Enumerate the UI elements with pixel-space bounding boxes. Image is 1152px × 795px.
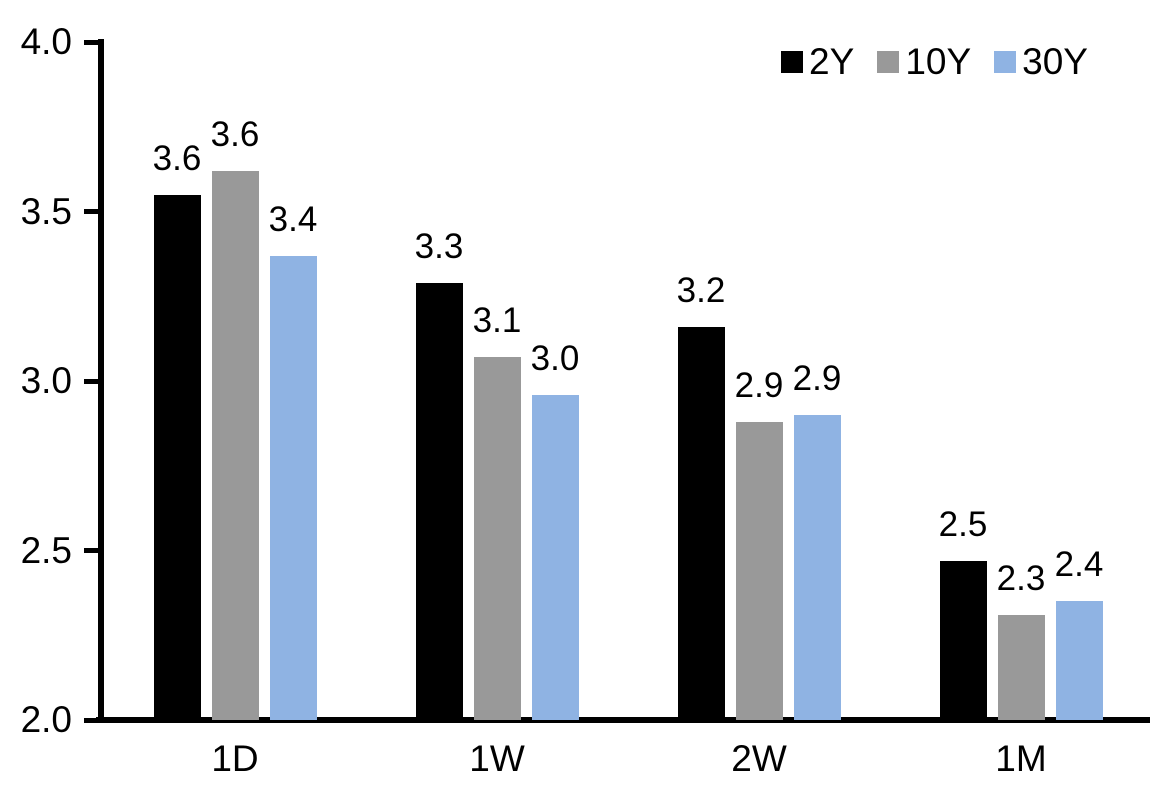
bar-value-label: 3.3 [414,226,464,266]
legend-item-2y: 2Y [781,42,854,82]
bar-2y-2w [677,326,725,720]
bar-30y-1w [531,394,579,720]
bar-value-label: 2.4 [1054,545,1104,585]
legend-swatch-10y [877,51,900,73]
legend-label-30y: 30Y [1022,41,1088,82]
y-axis-tick-label: 4.0 [20,21,72,62]
bar-2y-1d [153,194,201,720]
legend-item-30y: 30Y [994,42,1088,82]
x-axis-category-label: 1W [469,738,525,779]
y-axis-tick-label: 2.0 [20,699,72,740]
bar-30y-1m [1055,601,1103,720]
bar-value-label: 3.6 [210,114,260,154]
y-axis-line [98,39,104,723]
bar-2y-1w [415,282,463,720]
legend-item-10y: 10Y [877,42,971,82]
bar-value-label: 3.2 [676,270,726,310]
bar-value-label: 3.0 [530,338,580,378]
bar-value-label: 3.4 [268,199,318,239]
x-axis-category-label: 1M [995,738,1047,779]
x-axis-line [96,717,1150,723]
bar-30y-1d [269,255,317,720]
bar-10y-1d [211,170,259,720]
bar-value-label: 2.3 [996,558,1046,598]
bar-value-label: 2.9 [792,358,842,398]
bar-2y-1m [939,560,987,720]
bar-10y-2w [735,421,783,720]
bar-value-label: 2.9 [734,365,784,405]
bar-10y-1w [473,357,521,720]
x-axis-category-label: 1D [211,738,259,779]
y-axis-tick-label: 3.0 [20,360,72,401]
y-axis-tick [84,209,98,214]
y-axis-tick-label: 3.5 [20,190,72,232]
legend-swatch-2y [781,51,804,73]
bar-30y-2w [793,414,841,720]
legend-label-10y: 10Y [905,41,972,82]
y-axis-tick [84,548,98,553]
y-axis-tick [84,717,98,723]
legend-swatch-30y [994,51,1017,73]
legend-label-2y: 2Y [809,41,855,82]
bar-value-label: 3.6 [152,138,202,178]
bar-10y-1m [997,614,1045,720]
bar-value-label: 3.1 [472,301,522,341]
y-axis-tick [84,39,98,45]
bar-value-label: 2.5 [938,504,988,544]
y-axis-tick-label: 2.5 [20,529,72,571]
x-axis-category-label: 2W [731,738,787,779]
y-axis-tick [84,378,98,384]
legend: 2Y 10Y 30Y [781,42,1088,82]
